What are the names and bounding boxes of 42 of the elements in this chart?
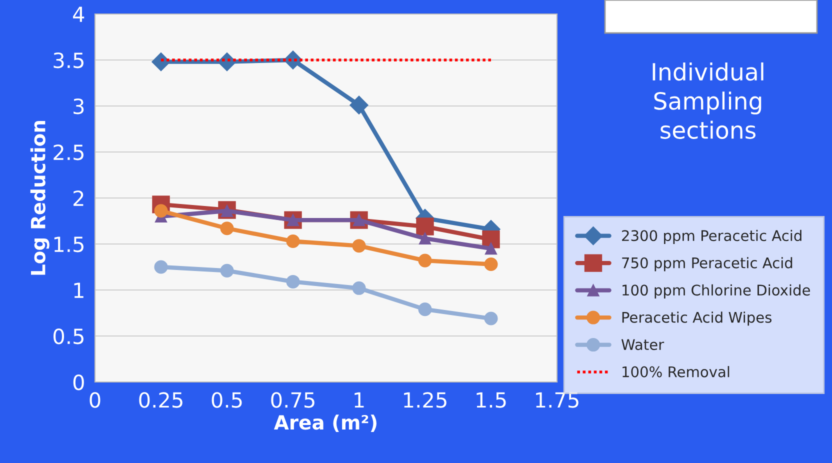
point: [418, 254, 432, 268]
point: [350, 96, 368, 114]
x-tick-label: 1: [354, 392, 364, 408]
point: [484, 257, 498, 272]
y-tick-label: 1.5: [54, 236, 84, 252]
y-tick-label: 2: [74, 190, 84, 206]
y-tick-label: 3.5: [54, 52, 84, 68]
x-tick-label: 1.75: [536, 392, 578, 408]
point: [418, 302, 432, 316]
point: [286, 274, 300, 288]
point: [352, 239, 366, 253]
legend-label: 2300 ppm Peracetic Acid: [622, 230, 802, 244]
y-tick-label: 2.5: [54, 144, 84, 160]
y-axis-title: Log Reduction: [30, 120, 50, 275]
point: [154, 260, 168, 274]
legend-label: 750 ppm Peracetic Acid: [622, 257, 792, 272]
point: [418, 232, 432, 245]
y-tick-label: 4: [73, 6, 84, 22]
point: [286, 234, 300, 248]
y-tick-label: 0.5: [54, 328, 84, 344]
point: [416, 218, 434, 236]
x-tick-label: 0: [90, 392, 100, 408]
y-tick-label: 1: [74, 282, 84, 298]
legend-label: 100 ppm Chlorine Dioxide: [622, 284, 810, 298]
x-tick-label: 1.5: [476, 392, 506, 408]
point: [484, 242, 498, 255]
x-tick-label: 1.25: [404, 392, 446, 408]
text: Individual Sampling sections: [652, 62, 764, 139]
x-tick-label: 0.25: [139, 392, 182, 408]
legend-label: 100% Removal: [622, 366, 730, 378]
x-axis-title: Area (m²): [274, 414, 376, 432]
legend-label: Water: [621, 339, 664, 350]
point: [220, 264, 234, 278]
point: [152, 52, 170, 72]
point: [220, 222, 234, 236]
y-tick-label: 0: [73, 374, 84, 390]
x-tick-label: 0.5: [212, 392, 242, 408]
legend-label: Peracetic Acid Wipes: [622, 312, 772, 326]
point: [352, 281, 366, 295]
point: [484, 312, 498, 326]
x-tick-label: 0.75: [271, 392, 314, 408]
y-tick-label: 3: [74, 98, 84, 114]
